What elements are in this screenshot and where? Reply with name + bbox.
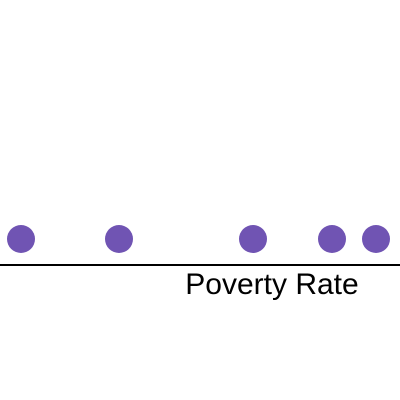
dot — [105, 225, 133, 253]
dot — [362, 225, 390, 253]
dot — [318, 225, 346, 253]
dot — [239, 225, 267, 253]
dot — [7, 225, 35, 253]
x-axis-label: Poverty Rate — [185, 268, 358, 301]
